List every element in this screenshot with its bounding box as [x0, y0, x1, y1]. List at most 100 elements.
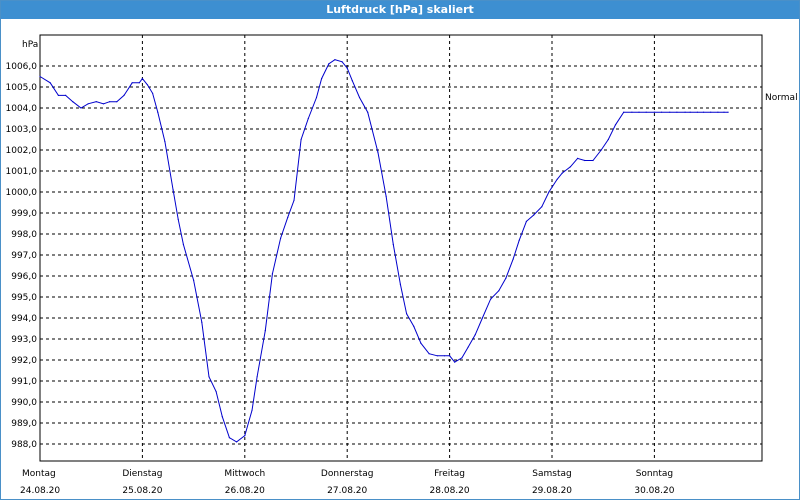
data-point	[315, 96, 318, 99]
data-point	[172, 189, 174, 191]
data-point	[293, 199, 295, 201]
x-tick-day: Freitag	[434, 469, 465, 479]
data-point	[556, 178, 558, 180]
data-point	[244, 435, 246, 437]
data-point	[548, 191, 550, 193]
x-tick-day: Montag	[22, 469, 56, 479]
data-point	[723, 111, 725, 113]
data-point	[638, 111, 640, 113]
data-point	[215, 390, 217, 393]
data-point	[346, 67, 348, 69]
data-point	[727, 111, 729, 113]
x-tick-day: Mittwoch	[224, 469, 265, 479]
data-point	[577, 157, 579, 159]
data-point	[696, 111, 699, 113]
data-point	[614, 124, 617, 126]
data-point	[600, 149, 602, 151]
data-point	[39, 75, 41, 78]
y-tick-label: 994,0	[11, 314, 37, 324]
y-tick-label: 992,0	[11, 356, 37, 366]
pressure-series-line	[39, 59, 729, 443]
data-point	[569, 166, 572, 168]
x-tick-date: 30.08.20	[634, 486, 674, 496]
data-point	[141, 78, 143, 80]
y-tick-label: 997,0	[11, 251, 37, 261]
plot-area	[39, 34, 763, 462]
data-point	[717, 111, 719, 113]
data-point	[481, 317, 483, 319]
x-tick-day: Donnerstag	[321, 469, 374, 479]
data-point	[710, 111, 712, 113]
data-point	[377, 151, 379, 153]
data-point	[182, 243, 184, 246]
y-tick-label: 996,0	[11, 272, 37, 282]
data-point	[131, 82, 133, 84]
series-points	[39, 59, 729, 443]
data-point	[208, 376, 210, 378]
data-point	[201, 321, 203, 323]
data-point	[584, 159, 586, 162]
data-point	[669, 111, 671, 113]
data-point	[80, 107, 82, 109]
data-point	[95, 101, 97, 103]
data-point	[177, 218, 179, 220]
data-point	[271, 273, 273, 275]
y-tick-label: 995,0	[11, 293, 37, 303]
data-point	[474, 334, 476, 336]
y-tick-label: 991,0	[11, 377, 37, 387]
data-point	[138, 82, 140, 84]
data-point	[328, 63, 330, 65]
y-tick-label: 1002,0	[6, 146, 38, 156]
data-point	[228, 437, 230, 439]
data-point	[392, 243, 394, 246]
data-point	[420, 342, 422, 344]
y-tick-label: 998,0	[11, 230, 37, 240]
data-point	[518, 239, 520, 241]
data-point	[152, 92, 154, 94]
reference-label: Normal	[765, 93, 798, 103]
data-point	[461, 357, 463, 359]
data-point	[436, 355, 438, 357]
data-point	[307, 117, 309, 120]
data-point	[334, 59, 336, 61]
data-point	[428, 353, 430, 355]
data-point	[399, 283, 401, 285]
data-point	[65, 94, 67, 96]
data-point	[256, 376, 258, 378]
y-tick-label: 1005,0	[6, 83, 38, 93]
data-point	[498, 290, 500, 292]
data-point	[221, 416, 223, 418]
data-point	[512, 258, 514, 260]
data-point	[193, 279, 195, 281]
y-tick-label: 989,0	[11, 419, 37, 429]
data-point	[264, 330, 266, 332]
data-point	[321, 78, 323, 80]
data-point	[406, 313, 408, 315]
data-point	[123, 94, 125, 96]
y-tick-label: 1004,0	[6, 104, 38, 114]
data-point	[443, 355, 446, 357]
y-axis: 1006,0 1005,0 1004,0 1003,0 1002,0 1001,0 1000…	[6, 62, 38, 450]
y-tick-label: 1006,0	[6, 62, 38, 72]
x-tick-day: Samstag	[532, 469, 571, 479]
y-axis-unit: hPa	[22, 40, 38, 50]
y-tick-label: 1003,0	[6, 125, 38, 135]
data-point	[109, 101, 111, 103]
data-point	[505, 277, 507, 279]
data-point	[300, 138, 302, 141]
data-point	[251, 409, 253, 411]
data-point	[490, 298, 492, 300]
data-point	[358, 96, 361, 99]
data-point	[413, 325, 415, 327]
data-point	[703, 111, 705, 113]
y-tick-label: 999,0	[11, 209, 37, 219]
x-tick-date: 26.08.20	[225, 486, 265, 496]
data-point	[49, 82, 51, 84]
data-point	[164, 141, 166, 143]
x-axis: Montag 24.08.20 Dienstag 25.08.20 Mittwoch 26…	[20, 469, 675, 496]
x-tick-date: 24.08.20	[20, 486, 60, 496]
data-point	[287, 216, 289, 218]
data-point	[236, 441, 238, 443]
data-point	[454, 361, 456, 363]
